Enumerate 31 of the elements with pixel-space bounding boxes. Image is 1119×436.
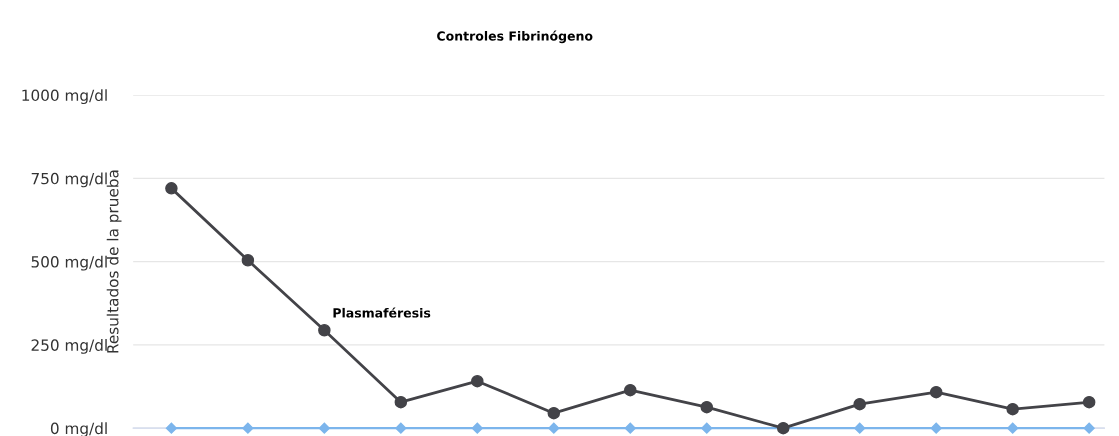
point [241, 254, 255, 267]
y-tick-label: 750 mg/dl [31, 172, 107, 188]
point [242, 422, 254, 434]
point [471, 422, 483, 434]
point [165, 182, 178, 195]
point [471, 374, 484, 388]
point [624, 422, 636, 434]
point [1083, 422, 1095, 434]
point [701, 422, 713, 434]
point [318, 422, 330, 434]
point [1082, 395, 1096, 409]
point [318, 323, 331, 337]
chart-title: Controles Fibrinógeno [437, 30, 593, 44]
point [854, 422, 866, 434]
y-tick-label: 1000 mg/dl [22, 89, 107, 105]
point [1006, 402, 1019, 416]
point [624, 383, 637, 397]
point [930, 422, 942, 434]
point [853, 397, 866, 411]
point [929, 385, 943, 399]
y-tick-label: 250 mg/dl [31, 339, 107, 354]
point [165, 422, 178, 434]
y-tick-label: 500 mg/dl [31, 255, 107, 271]
y-axis-title: Resultados de la prueba [106, 170, 122, 353]
point [395, 422, 407, 434]
point [547, 406, 561, 420]
point [548, 422, 560, 434]
annotation: Plasmaféresis [333, 307, 431, 318]
point [1007, 422, 1019, 434]
point [700, 400, 714, 414]
point [394, 395, 408, 409]
